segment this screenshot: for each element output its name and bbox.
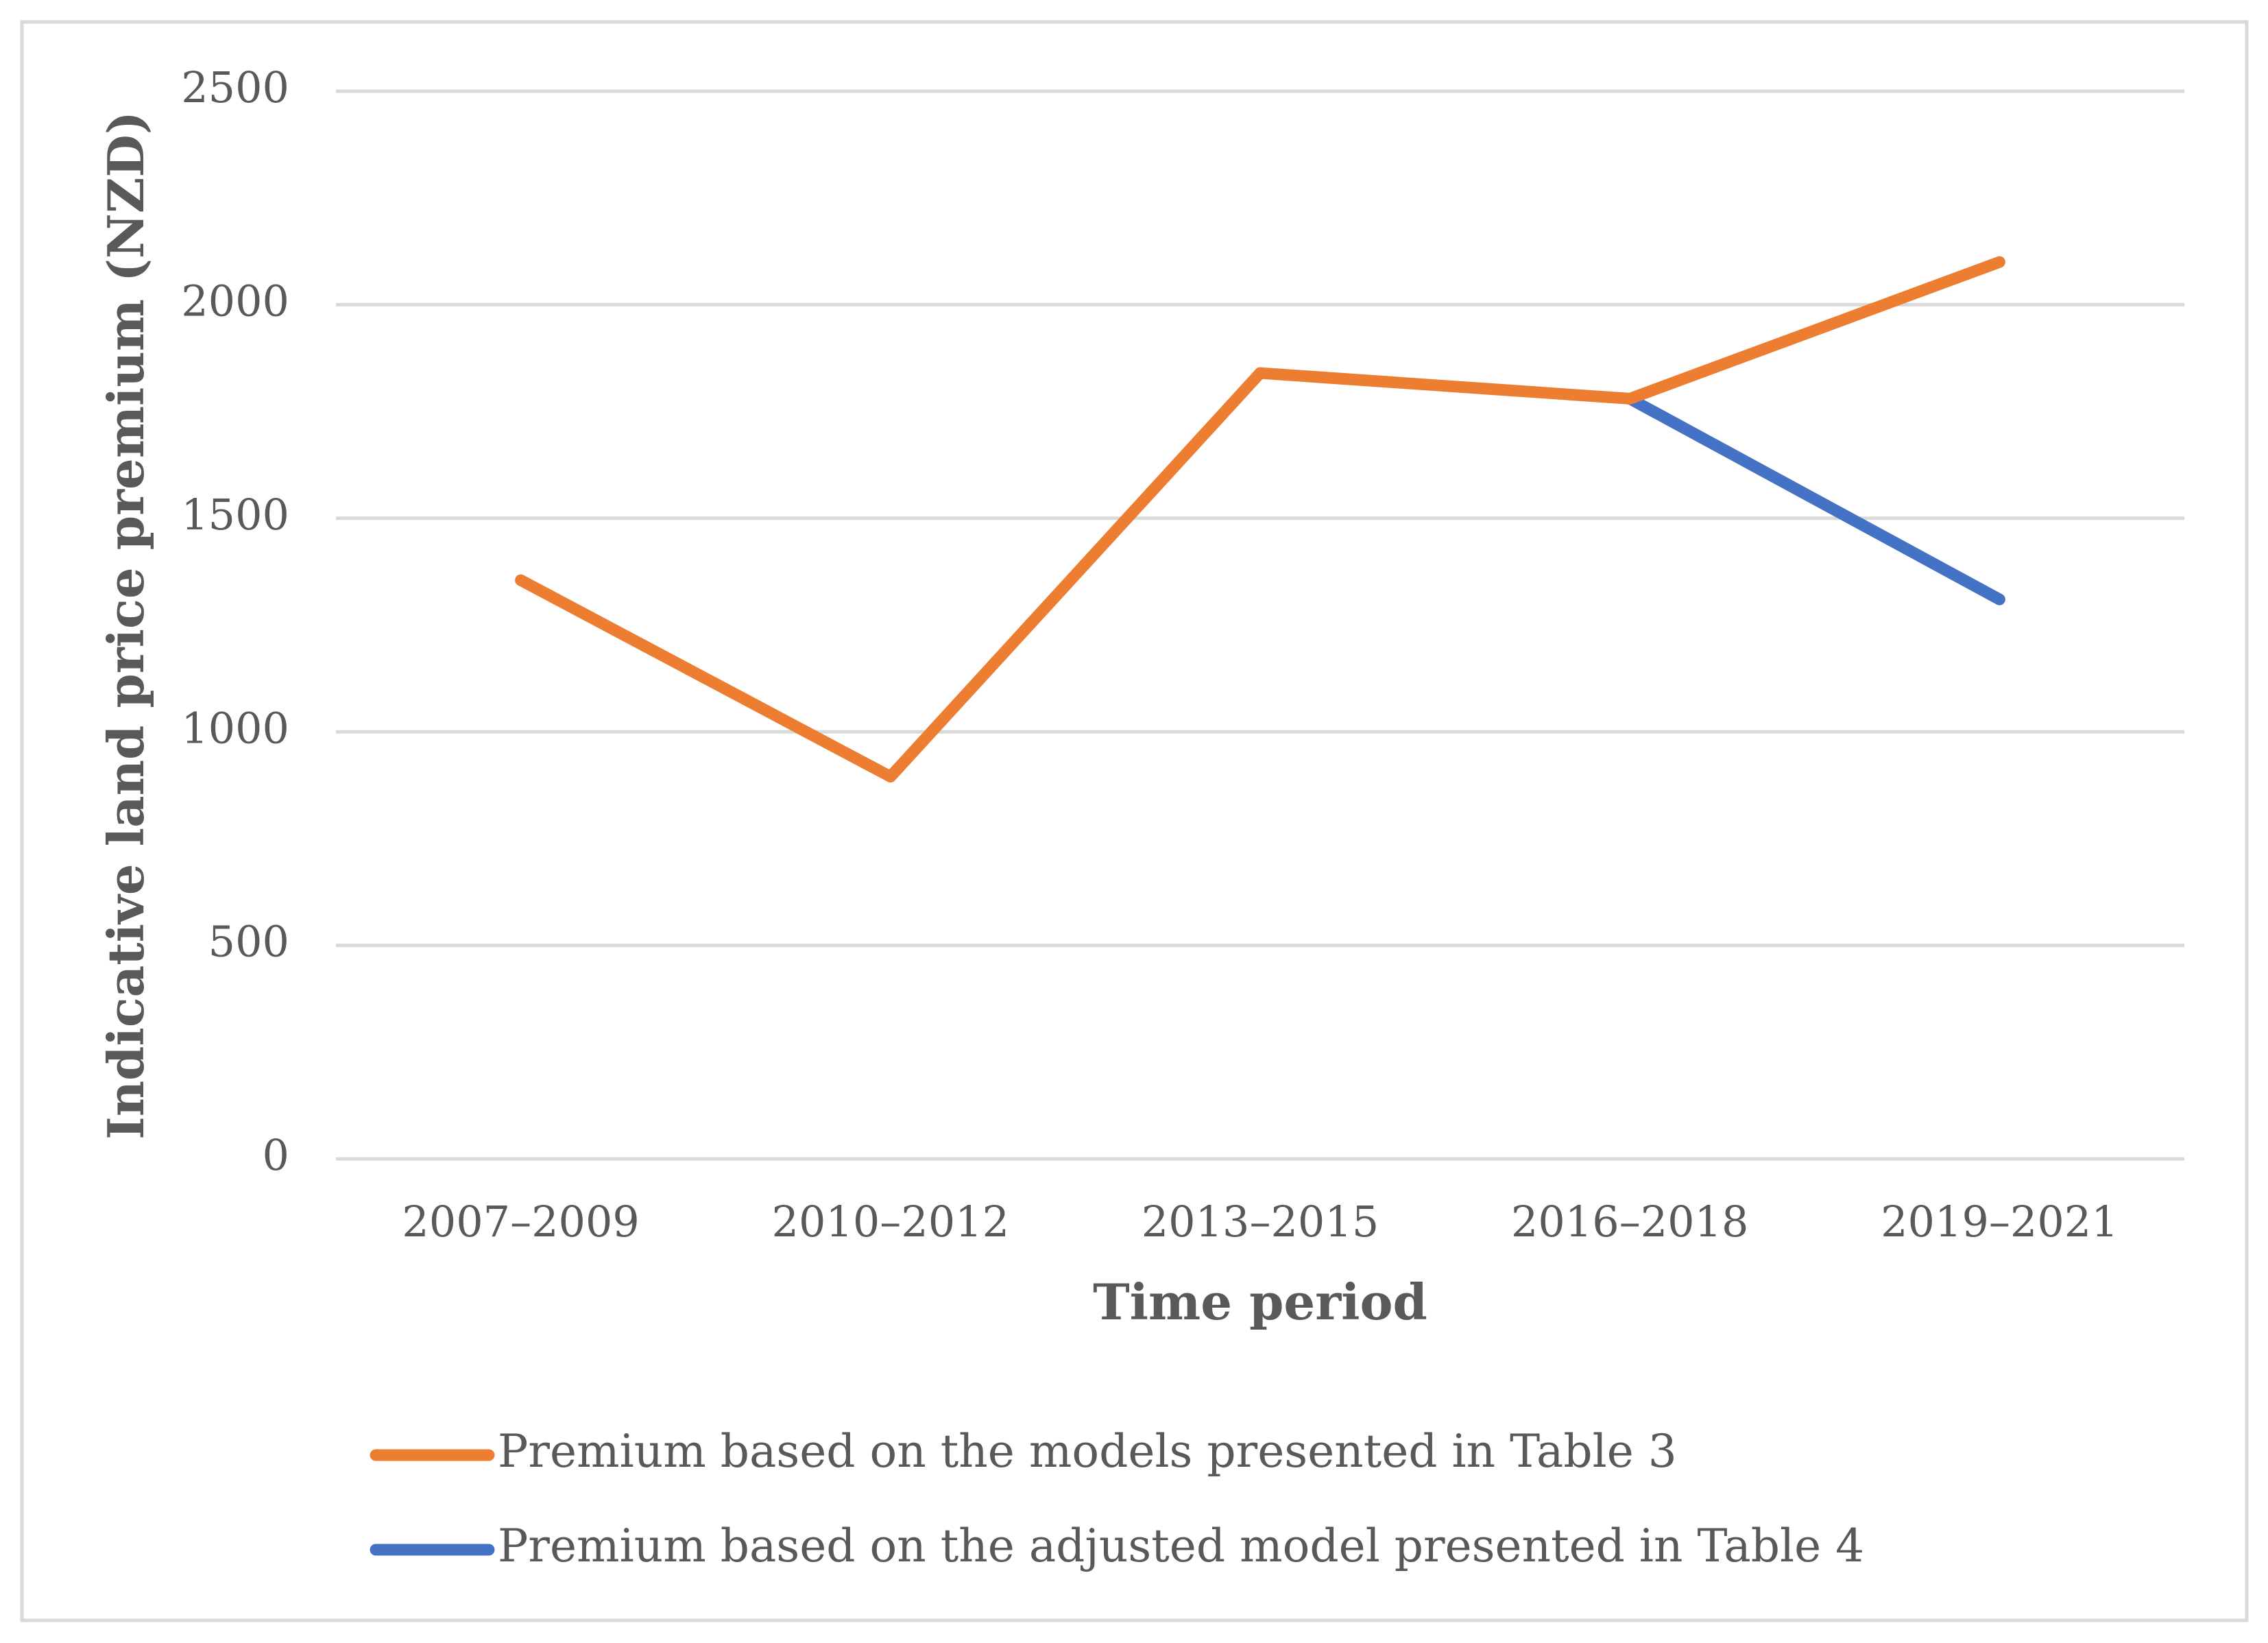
legend-label: Premium based on the models presented in… xyxy=(498,1425,1677,1478)
x-tick-label: 2019–2021 xyxy=(1881,1197,2119,1247)
y-tick-label: 1500 xyxy=(181,490,289,540)
y-tick-label: 2500 xyxy=(181,62,289,112)
y-tick-label: 2000 xyxy=(181,276,289,326)
chart-border xyxy=(20,20,2249,1622)
y-tick-label: 0 xyxy=(263,1130,289,1180)
x-tick-label: 2010–2012 xyxy=(772,1197,1010,1247)
y-axis-title: Indicative land price premium (NZD) xyxy=(97,111,155,1140)
legend-label: Premium based on the adjusted model pres… xyxy=(498,1520,1864,1572)
x-tick-label: 2007–2009 xyxy=(402,1197,640,1247)
x-tick-label: 2013–2015 xyxy=(1142,1197,1379,1247)
line-series xyxy=(1624,392,2005,605)
y-tick-label: 500 xyxy=(208,917,289,967)
line-series xyxy=(515,256,2005,783)
y-tick-label: 1000 xyxy=(181,703,289,753)
x-tick-label: 2016–2018 xyxy=(1511,1197,1749,1247)
x-axis-title: Time period xyxy=(1093,1273,1427,1331)
